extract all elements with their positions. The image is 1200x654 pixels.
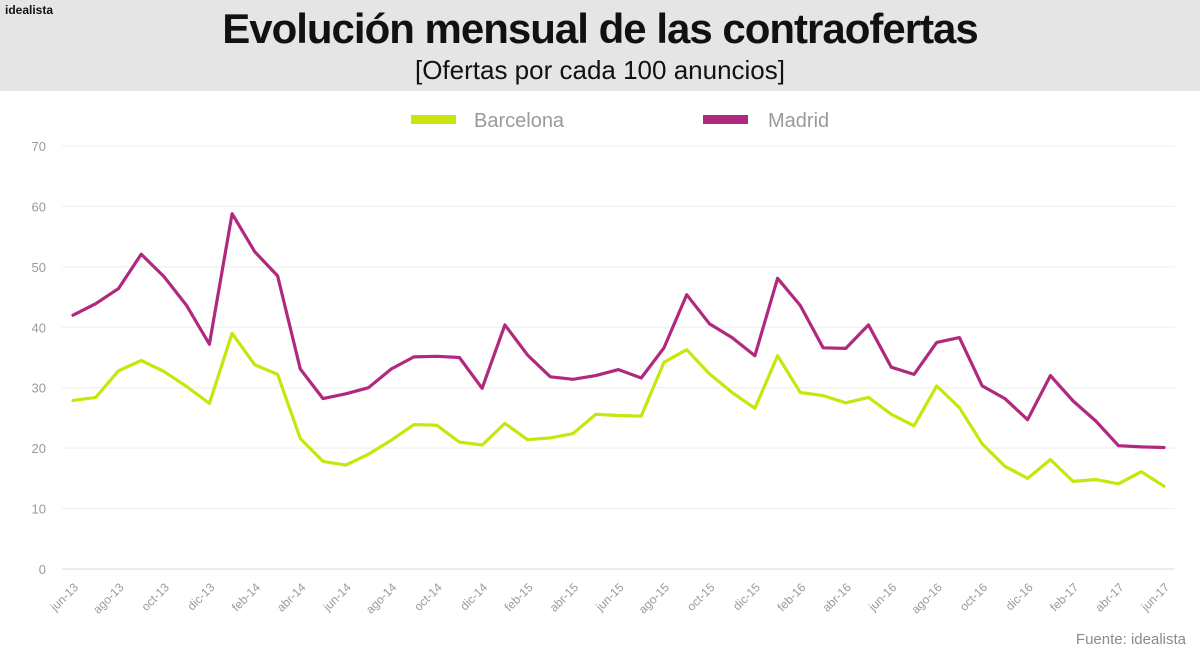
x-tick-label: feb-16 [774,580,808,614]
y-tick-label: 60 [32,199,46,214]
x-tick-label: oct-14 [411,580,445,614]
y-axis: 0 10 20 30 40 50 60 70 [32,139,46,577]
x-tick-label: oct-15 [684,580,718,614]
x-tick-label: ago-13 [90,580,127,617]
series-line-madrid [71,212,1166,450]
line-chart: 0 10 20 30 40 50 60 70 jun-13 ago-13 oct-13 dic-13… [32,110,1175,617]
x-tick-label: feb-14 [229,580,263,614]
y-tick-label: 40 [32,320,46,335]
legend-swatch-madrid [703,115,748,124]
x-tick-label: jun-15 [592,580,626,614]
brand-logo: idealista [5,3,54,17]
legend-label-barcelona: Barcelona [474,110,565,132]
y-tick-label: 70 [32,139,46,154]
source-note: Fuente: idealista [1075,631,1186,648]
x-tick-label: abr-14 [274,580,309,615]
legend: Barcelona Madrid [411,110,829,132]
x-tick-label: oct-13 [139,580,173,614]
y-tick-label: 10 [32,502,46,517]
x-axis: jun-13 ago-13 oct-13 dic-13 feb-14 abr-14 jun-… [47,580,1172,617]
x-tick-label: jun-13 [47,580,81,614]
x-tick-label: oct-16 [957,580,991,614]
x-tick-label: abr-15 [547,580,582,615]
x-tick-label: ago-15 [636,580,673,617]
x-tick-label: feb-17 [1047,580,1081,614]
chart-title: Evolución mensual de las contraofertas [222,5,979,52]
series-line-barcelona [71,331,1166,488]
series-lines [71,212,1166,488]
x-tick-label: dic-13 [184,580,217,613]
x-tick-label: feb-15 [502,580,536,614]
x-tick-label: dic-14 [457,580,490,613]
x-tick-label: ago-16 [909,580,946,617]
chart-subtitle: [Ofertas por cada 100 anuncios] [414,55,785,85]
x-tick-label: abr-16 [819,580,854,615]
y-tick-label: 50 [32,260,46,275]
legend-swatch-barcelona [411,115,456,124]
y-tick-label: 20 [32,441,46,456]
x-tick-label: jun-17 [1138,580,1172,614]
gridlines [62,145,1175,570]
legend-label-madrid: Madrid [768,110,829,132]
header-band: idealista Evolución mensual de las contr… [0,0,1200,91]
y-tick-label: 30 [32,381,46,396]
x-tick-label: jun-16 [865,580,899,614]
x-tick-label: dic-15 [730,580,763,613]
x-tick-label: ago-14 [363,580,400,617]
x-tick-label: dic-16 [1003,580,1036,613]
x-tick-label: abr-17 [1092,580,1127,615]
y-tick-label: 0 [39,562,46,577]
x-tick-label: jun-14 [320,580,354,614]
